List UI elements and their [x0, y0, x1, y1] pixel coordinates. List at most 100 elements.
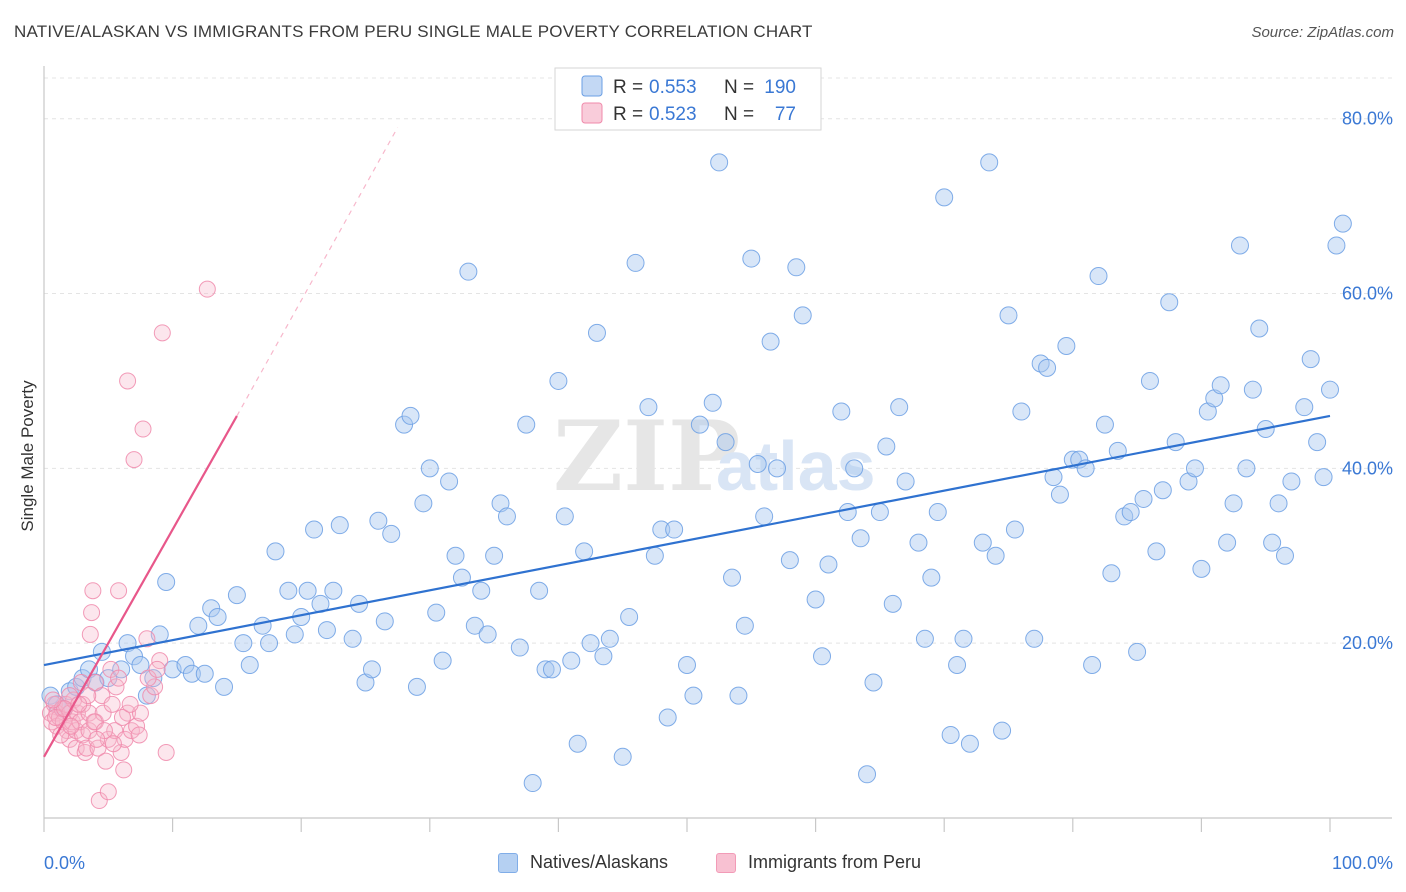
natives-point [877, 437, 896, 456]
natives-point [189, 616, 208, 635]
natives-point [317, 621, 336, 640]
peru-point [99, 783, 117, 801]
natives-point [1025, 629, 1044, 648]
natives-point [375, 612, 394, 631]
natives-point [941, 725, 960, 744]
natives-point [1005, 520, 1024, 539]
peru-point [125, 451, 143, 469]
natives-point [382, 524, 401, 543]
legend-r-label: R = [613, 77, 643, 98]
natives-point [954, 629, 973, 648]
peru-point [103, 695, 121, 713]
natives-point [626, 253, 645, 272]
natives-point [980, 153, 999, 172]
natives-point [665, 520, 684, 539]
peru-point [61, 730, 79, 748]
natives-point [1314, 468, 1333, 487]
peru-point [139, 669, 157, 687]
legend-label-peru: Immigrants from Peru [748, 852, 922, 872]
natives-point [1140, 371, 1159, 390]
natives-point [645, 546, 664, 565]
natives-point [581, 634, 600, 653]
natives-point [1211, 376, 1230, 395]
natives-point [1224, 494, 1243, 513]
natives-point [1192, 559, 1211, 578]
natives-point [813, 647, 832, 666]
legend-swatch [581, 75, 603, 97]
trend-lines [43, 127, 1331, 758]
natives-point [157, 572, 176, 591]
peru-point [83, 604, 101, 622]
natives-point [613, 747, 632, 766]
natives-point [330, 516, 349, 535]
natives-point [1050, 485, 1069, 504]
natives-point [568, 734, 587, 753]
natives-point [240, 656, 259, 675]
natives-point [1218, 533, 1237, 552]
peru-point [110, 582, 128, 600]
legend-item-natives[interactable]: Natives/Alaskans [498, 852, 668, 873]
legend-item-peru[interactable]: Immigrants from Peru [716, 852, 921, 873]
peru-point [153, 324, 171, 342]
natives-point [658, 708, 677, 727]
peru-point [62, 717, 80, 735]
natives-point [832, 402, 851, 421]
peru-point [97, 752, 115, 770]
natives-point [909, 533, 928, 552]
natives-point [530, 581, 549, 600]
natives-point [1179, 472, 1198, 491]
natives-point [491, 494, 510, 513]
natives-point [1250, 319, 1269, 338]
natives-point [452, 568, 471, 587]
natives-point [253, 616, 272, 635]
series-legend: Natives/Alaskans Immigrants from Peru [0, 850, 1406, 880]
natives-point [465, 616, 484, 635]
legend-r-label: R = [613, 104, 643, 125]
source-label: Source: ZipAtlas.com [1251, 24, 1394, 41]
peru-point [146, 678, 164, 696]
x-tick-label-min: 0.0% [44, 853, 85, 873]
natives-point [523, 774, 542, 793]
natives-point [305, 520, 324, 539]
peru-trend-extension [236, 127, 399, 417]
natives-point [208, 607, 227, 626]
peru-point [90, 792, 108, 810]
natives-point [851, 529, 870, 548]
natives-point [1282, 472, 1301, 491]
natives-point [1263, 533, 1282, 552]
correlation-legend: R = 0.553 N = 190 R = 0.523 N = 77 [554, 67, 822, 131]
natives-point [182, 664, 201, 683]
natives-point [1102, 564, 1121, 583]
peru-point [142, 687, 160, 705]
natives-point [1121, 503, 1140, 522]
peru-point [44, 691, 62, 709]
natives-point [440, 472, 459, 491]
natives-point [1160, 293, 1179, 312]
watermark-atlas: atlas [716, 427, 876, 505]
peru-point [115, 761, 133, 779]
natives-point [858, 765, 877, 784]
natives-point [768, 459, 787, 478]
natives-point [729, 686, 748, 705]
natives-point [1166, 433, 1185, 452]
peru-point [157, 743, 175, 761]
natives-point [1230, 236, 1249, 255]
peru-point [130, 726, 148, 744]
natives-point [497, 507, 516, 526]
natives-point [710, 153, 729, 172]
peru-point [198, 280, 216, 298]
peru-point [88, 730, 106, 748]
peru-point [81, 625, 99, 643]
natives-point [1269, 494, 1288, 513]
natives-point [896, 472, 915, 491]
natives-point [562, 651, 581, 670]
legend-n-label: N = [724, 104, 754, 125]
natives-point [935, 188, 954, 207]
natives-point [890, 398, 909, 417]
legend-n-value: 190 [764, 77, 796, 98]
peru-point [110, 669, 128, 687]
natives-point [279, 581, 298, 600]
natives-point [1301, 350, 1320, 369]
natives-point [999, 306, 1018, 325]
natives-point [1237, 459, 1256, 478]
